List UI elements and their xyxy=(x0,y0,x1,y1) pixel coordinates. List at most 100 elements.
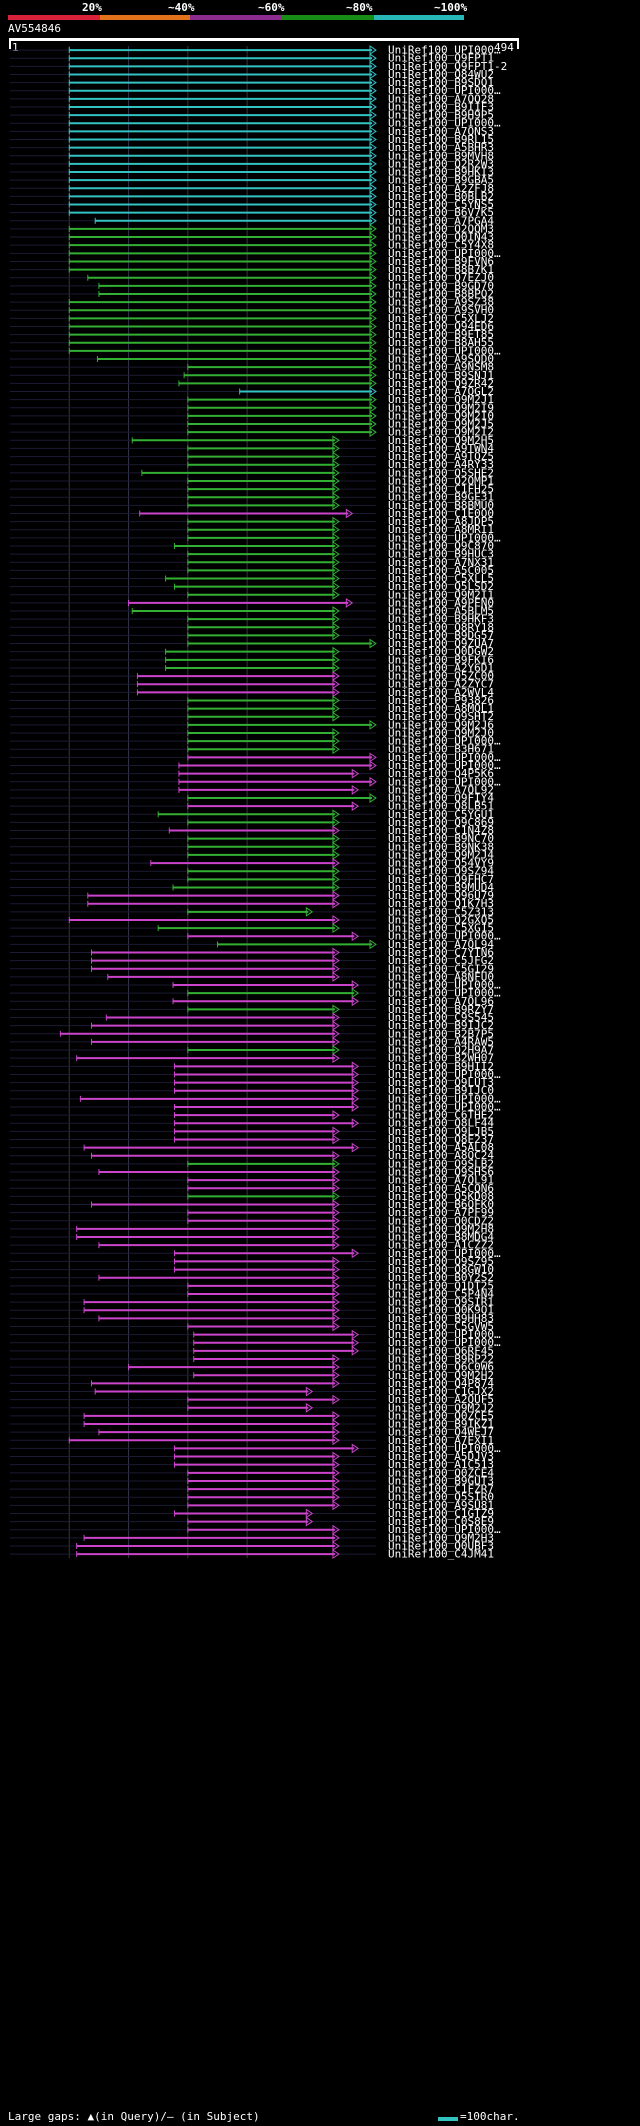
hit-row[interactable]: UniRef100_Q94ED6 xyxy=(10,320,494,333)
hit-label[interactable]: UniRef100_B9MUD4 xyxy=(388,881,494,894)
hit-label[interactable]: UniRef100_C7YTN6 xyxy=(388,946,494,959)
hit-row[interactable]: UniRef100_UPI000… xyxy=(10,247,501,260)
hit-label[interactable]: UniRef100_A5C005 xyxy=(388,564,494,577)
hit-label[interactable]: UniRef100_Q9M2H3 xyxy=(388,1531,494,1544)
hit-label[interactable]: UniRef100_A8MQL1 xyxy=(388,702,494,715)
hit-label[interactable]: UniRef100_A7QGL2 xyxy=(388,385,494,398)
hit-label[interactable]: UniRef100_Q9SZ95 xyxy=(388,1255,494,1268)
hit-row[interactable]: UniRef100_UPI000… xyxy=(10,775,501,788)
hit-row[interactable]: UniRef100_B9NC70 xyxy=(10,832,494,845)
hit-label[interactable]: UniRef100_B9H9P5 xyxy=(388,109,494,122)
hit-label[interactable]: UniRef100_Q8E237 xyxy=(388,1133,494,1146)
hit-label[interactable]: UniRef100_Q9M2I9 xyxy=(388,401,494,414)
hit-row[interactable]: UniRef100_Q0DGW2 xyxy=(10,645,494,658)
hit-label[interactable]: UniRef100_A7QL92 xyxy=(388,783,494,796)
hit-label[interactable]: UniRef100_C5YNS5 xyxy=(388,198,494,211)
hit-row[interactable]: UniRef100_C5P4N4 xyxy=(10,1287,494,1300)
hit-row[interactable]: UniRef100_UPI000… xyxy=(10,84,501,97)
hit-row[interactable]: UniRef100_B9RZY7 xyxy=(10,1003,494,1016)
hit-row[interactable]: UniRef100_Q5SHE2 xyxy=(10,466,494,479)
hit-row[interactable]: UniRef100_Q5SIR0 xyxy=(10,1491,494,1504)
hit-label[interactable]: UniRef100_Q7EZJ0 xyxy=(388,271,494,284)
hit-row[interactable]: UniRef100_A7PGA4 xyxy=(10,214,494,227)
hit-label[interactable]: UniRef100_B9RZY7 xyxy=(388,1003,494,1016)
hit-row[interactable]: UniRef100_B9HII2 xyxy=(10,1060,494,1073)
hit-row[interactable]: UniRef100_C1FH25 xyxy=(10,483,494,496)
hit-label[interactable]: UniRef100_B9GUT3 xyxy=(388,1474,494,1487)
hit-label[interactable]: UniRef100_Q0IN43 xyxy=(388,231,494,244)
hit-label[interactable]: UniRef100_A7QL94 xyxy=(388,938,494,951)
hit-row[interactable]: UniRef100_B9RL15 xyxy=(10,133,494,146)
hit-row[interactable]: UniRef100_C4JM41 xyxy=(10,1548,494,1561)
hit-label[interactable]: UniRef100_A2WVL4 xyxy=(388,686,494,699)
hit-label[interactable]: UniRef100_A5BLM5 xyxy=(388,605,494,618)
hit-row[interactable]: UniRef100_B9DG57 xyxy=(10,629,494,642)
hit-label[interactable]: UniRef100_A2ZFJ8 xyxy=(388,182,494,195)
hit-row[interactable]: UniRef100_A5DJV3 xyxy=(10,1450,494,1463)
hit-row[interactable]: UniRef100_Q9M2J1 xyxy=(10,393,494,406)
hit-row[interactable]: UniRef100_A4RAW5 xyxy=(10,1035,494,1048)
hit-row[interactable]: UniRef100_Q0IN43 xyxy=(10,231,494,244)
hit-label[interactable]: UniRef100_C1GTZ9 xyxy=(388,1507,494,1520)
hit-row[interactable]: UniRef100_Q9SLB2 xyxy=(10,1157,494,1170)
hit-row[interactable]: UniRef100_Q4P874 xyxy=(10,1377,494,1390)
hit-label[interactable]: UniRef100_A7PF99 xyxy=(388,1206,494,1219)
hit-label[interactable]: UniRef100_B9RP22 xyxy=(388,1352,494,1365)
hit-row[interactable]: UniRef100_B9RP22 xyxy=(10,1352,494,1365)
hit-row[interactable]: UniRef100_C5XLJ2 xyxy=(10,312,494,325)
hit-row[interactable]: UniRef100_B9FKI6 xyxy=(10,653,494,666)
hit-row[interactable]: UniRef100_A7QL96 xyxy=(10,995,494,1008)
hit-label[interactable]: UniRef100_B9SDQ1 xyxy=(388,76,494,89)
hit-row[interactable]: UniRef100_Q6RF45 xyxy=(10,1344,494,1357)
hit-label[interactable]: UniRef100_Q9SIR1 xyxy=(388,1296,494,1309)
hit-label[interactable]: UniRef100_B9I1F3 xyxy=(388,100,494,113)
hit-row[interactable]: UniRef100_A9NSM8 xyxy=(10,361,494,374)
hit-label[interactable]: UniRef100_B3H671 xyxy=(388,743,494,756)
hit-label[interactable]: UniRef100_A7QL91 xyxy=(388,1174,494,1187)
hit-row[interactable]: UniRef100_UPI000… xyxy=(10,751,501,764)
hit-row[interactable]: UniRef100_UPI000… xyxy=(10,1247,501,1260)
hit-row[interactable]: UniRef100_B9GE31 xyxy=(10,491,494,504)
hit-row[interactable]: UniRef100_Q0K9Q1 xyxy=(10,1304,494,1317)
hit-row[interactable]: UniRef100_C5YNS5 xyxy=(10,198,494,211)
hit-label[interactable]: UniRef100_Q9M2J1 xyxy=(388,393,494,406)
hit-label[interactable]: UniRef100_A2Y6D1 xyxy=(388,661,494,674)
hit-row[interactable]: UniRef100_B9HKI3 xyxy=(10,166,494,179)
hit-row[interactable]: UniRef100_A5BHR3 xyxy=(10,141,494,154)
hit-label[interactable]: UniRef100_Q9LUT3 xyxy=(388,1076,494,1089)
hit-label[interactable]: UniRef100_Q9C870 xyxy=(388,539,494,552)
hit-row[interactable]: UniRef100_Q9SZ95 xyxy=(10,1255,494,1268)
hit-row[interactable]: UniRef100_A2QUF5 xyxy=(10,1393,494,1406)
hit-label[interactable]: UniRef100_A2QUF5 xyxy=(388,1393,494,1406)
hit-label[interactable]: UniRef100_A7QQ28 xyxy=(388,92,494,105)
hit-label[interactable]: UniRef100_UPI000… xyxy=(388,751,501,764)
hit-label[interactable]: UniRef100_UPI000… xyxy=(388,979,501,992)
hit-row[interactable]: UniRef100_Q9FPT1-2 xyxy=(10,60,507,73)
hit-row[interactable]: UniRef100_Q9C869 xyxy=(10,816,494,829)
hit-label[interactable]: UniRef100_B9FKI6 xyxy=(388,653,494,666)
hit-label[interactable]: UniRef100_A9NSM8 xyxy=(388,361,494,374)
hit-row[interactable]: UniRef100_B2WH07 xyxy=(10,1052,494,1065)
hit-row[interactable]: UniRef100_C1GTZ9 xyxy=(10,1507,494,1520)
hit-label[interactable]: UniRef100_UPI000… xyxy=(388,1068,501,1081)
hit-row[interactable]: UniRef100_B0Y2S2 xyxy=(10,1271,494,1284)
hit-row[interactable]: UniRef100_Q9M2J6 xyxy=(10,718,494,731)
hit-label[interactable]: UniRef100_Q0K9Q1 xyxy=(388,1304,494,1317)
hit-row[interactable]: UniRef100_B9IKZ1 xyxy=(10,1418,494,1431)
hit-row[interactable]: UniRef100_A5CQN6 xyxy=(10,1182,494,1195)
hit-label[interactable]: UniRef100_Q9M2H5 xyxy=(388,434,494,447)
hit-row[interactable]: UniRef100_B8BMU0 xyxy=(10,499,494,512)
hit-label[interactable]: UniRef100_C1E0O0 xyxy=(388,507,494,520)
hit-row[interactable]: UniRef100_A2Y6D1 xyxy=(10,661,494,674)
hit-row[interactable]: UniRef100_Q9M2H8 xyxy=(10,1222,494,1235)
hit-label[interactable]: UniRef100_B9NK38 xyxy=(388,840,494,853)
hit-row[interactable]: UniRef100_Q9M2I0 xyxy=(10,409,494,422)
hit-label[interactable]: UniRef100_Q9FIY4 xyxy=(388,792,494,805)
hit-row[interactable]: UniRef100_UPI000… xyxy=(10,1328,501,1341)
hit-row[interactable]: UniRef100_A1CZZ2 xyxy=(10,1239,494,1252)
hit-row[interactable]: UniRef100_C9S545 xyxy=(10,1011,494,1024)
hit-label[interactable]: UniRef100_B9HKF3 xyxy=(388,613,494,626)
hit-label[interactable]: UniRef100_B9FVN6 xyxy=(388,255,494,268)
hit-label[interactable]: UniRef100_A5DJV3 xyxy=(388,1450,494,1463)
hit-row[interactable]: UniRef100_C0S8E9 xyxy=(10,1515,494,1528)
